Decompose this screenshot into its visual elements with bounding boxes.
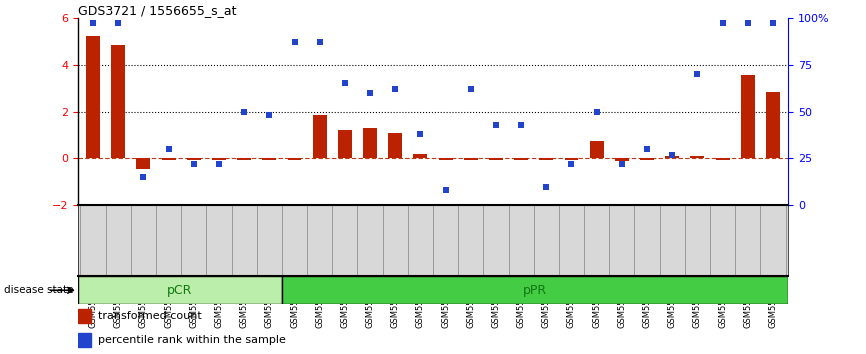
Bar <box>540 159 553 160</box>
Point <box>514 122 528 127</box>
Bar <box>338 130 352 159</box>
Point <box>262 113 276 118</box>
Point <box>237 109 251 114</box>
Point <box>212 161 226 167</box>
Point <box>565 161 578 167</box>
Bar <box>590 141 604 159</box>
Bar <box>413 154 427 159</box>
Text: transformed count: transformed count <box>98 311 202 321</box>
Point <box>640 146 654 152</box>
Point <box>740 21 754 26</box>
Bar <box>212 159 226 160</box>
Point <box>715 21 729 26</box>
Bar <box>388 133 402 159</box>
Text: GDS3721 / 1556655_s_at: GDS3721 / 1556655_s_at <box>78 4 236 17</box>
Point <box>413 131 427 137</box>
Bar <box>137 159 151 169</box>
Bar <box>86 36 100 159</box>
Bar <box>237 159 251 160</box>
Point <box>187 161 201 167</box>
Point <box>137 175 151 180</box>
Text: pCR: pCR <box>167 284 192 297</box>
Text: disease state: disease state <box>4 285 74 295</box>
Bar <box>288 159 301 160</box>
Point <box>540 184 553 189</box>
Bar <box>640 159 654 160</box>
Bar <box>78 276 282 304</box>
Point <box>766 21 780 26</box>
Point <box>489 122 503 127</box>
Bar <box>78 333 91 347</box>
Text: percentile rank within the sample: percentile rank within the sample <box>98 335 286 345</box>
Text: pPR: pPR <box>523 284 547 297</box>
Point <box>464 86 478 92</box>
Bar <box>615 159 629 161</box>
Bar <box>489 159 503 160</box>
Bar <box>665 156 679 159</box>
Point <box>363 90 377 96</box>
Point <box>112 21 126 26</box>
Bar <box>112 45 126 159</box>
Bar <box>187 159 201 160</box>
Bar <box>282 276 788 304</box>
Bar <box>439 159 453 160</box>
Bar <box>262 159 276 160</box>
Point <box>388 86 402 92</box>
Point <box>86 21 100 26</box>
Point <box>439 188 453 193</box>
Bar <box>565 159 578 160</box>
Bar <box>690 156 704 159</box>
Bar <box>740 75 754 159</box>
Point <box>690 71 704 77</box>
Bar <box>766 92 780 159</box>
Point <box>288 39 301 45</box>
Bar <box>363 128 377 159</box>
Bar <box>464 159 478 160</box>
Point <box>615 161 629 167</box>
Point <box>313 39 326 45</box>
Bar <box>78 309 91 323</box>
Bar <box>313 115 326 159</box>
Point <box>162 146 176 152</box>
Bar <box>514 159 528 160</box>
Bar <box>162 159 176 160</box>
Point <box>590 109 604 114</box>
Point <box>665 152 679 158</box>
Bar <box>715 159 729 160</box>
Point <box>338 80 352 86</box>
